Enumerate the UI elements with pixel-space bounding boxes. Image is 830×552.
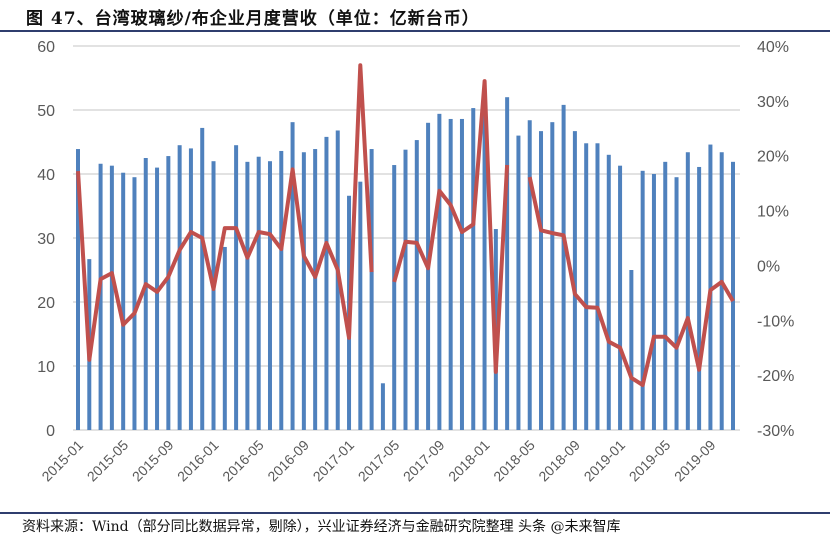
x-tick-label: 2016-01 <box>174 437 222 485</box>
revenue-bar <box>595 143 600 430</box>
revenue-bar <box>392 165 397 431</box>
revenue-bar <box>674 177 679 430</box>
revenue-bar <box>132 177 137 430</box>
y2-tick-label: 30% <box>757 94 789 111</box>
revenue-bar <box>301 152 306 431</box>
revenue-chart: 0 10 20 30 40 50 60 -30% -20% -10% 0% 10% 20% 30% 40%… <box>37 39 794 485</box>
revenue-bar <box>143 158 148 430</box>
y-tick-label: 40 <box>37 167 55 184</box>
revenue-bar <box>606 154 611 431</box>
revenue-bar <box>414 140 419 430</box>
revenue-bar <box>448 118 453 431</box>
revenue-bar <box>618 165 623 430</box>
revenue-bar <box>629 270 634 430</box>
revenue-bar <box>482 110 487 430</box>
y-tick-label: 20 <box>37 295 55 312</box>
revenue-bar <box>505 97 510 430</box>
x-tick-label: 2015-01 <box>38 437 86 485</box>
revenue-bar <box>550 122 555 430</box>
revenue-bar <box>222 246 227 430</box>
revenue-bar <box>651 174 656 430</box>
yoy-line-segment <box>392 79 510 374</box>
revenue-bar <box>719 152 724 431</box>
source-note: 资料来源：Wind（部分同比数据异常，剔除），兴业证券经济与金融研究院整理 头条… <box>22 519 621 535</box>
x-tick-label: 2017-05 <box>355 437 403 485</box>
x-tick-label: 2019-09 <box>671 437 719 485</box>
revenue-bar <box>234 145 239 430</box>
source-divider <box>0 512 830 514</box>
x-tick-label: 2018-01 <box>445 437 493 485</box>
revenue-bar <box>584 143 589 430</box>
x-tick-label: 2017-09 <box>400 437 448 485</box>
revenue-bar <box>471 108 476 430</box>
revenue-bar <box>188 148 193 430</box>
revenue-bar <box>685 152 690 431</box>
y2-tick-label: -10% <box>757 313 794 330</box>
x-tick-label: 2018-05 <box>490 437 538 485</box>
revenue-bar <box>516 135 521 430</box>
revenue-bar <box>177 145 182 430</box>
x-tick-label: 2016-09 <box>264 437 312 485</box>
revenue-bar <box>561 104 566 430</box>
right-y-axis: -30% -20% -10% 0% 10% 20% 30% 40% <box>757 39 794 440</box>
x-tick-label: 2019-05 <box>626 437 674 485</box>
y-tick-label: 50 <box>37 103 55 120</box>
revenue-bar <box>663 161 668 430</box>
revenue-bar <box>539 131 544 430</box>
revenue-bar <box>459 118 464 431</box>
yoy-line-segment <box>76 63 374 362</box>
left-y-axis: 0 10 20 30 40 50 60 <box>37 39 55 440</box>
x-tick-label: 2015-09 <box>129 437 177 485</box>
x-tick-label: 2018-09 <box>535 437 583 485</box>
revenue-bar <box>76 149 80 431</box>
revenue-bar <box>166 156 171 430</box>
revenue-bar <box>245 161 250 430</box>
yoy-line-segment <box>527 176 735 387</box>
revenue-bar <box>697 166 702 430</box>
y-tick-label: 60 <box>37 39 55 56</box>
y2-tick-label: 0% <box>757 258 780 275</box>
revenue-bar <box>369 149 374 431</box>
y-tick-label: 30 <box>37 231 55 248</box>
revenue-bars <box>76 97 735 431</box>
y2-tick-label: -30% <box>757 423 794 440</box>
revenue-bar <box>155 167 160 430</box>
revenue-bar <box>437 113 442 430</box>
revenue-bar <box>313 149 318 431</box>
y-tick-label: 0 <box>46 423 55 440</box>
y-tick-label: 10 <box>37 359 55 376</box>
revenue-bar <box>267 161 272 430</box>
revenue-bar <box>708 144 713 430</box>
revenue-bar <box>731 161 735 430</box>
revenue-bar <box>290 122 295 430</box>
y2-tick-label: 40% <box>757 39 789 56</box>
x-tick-label: 2015-05 <box>84 437 132 485</box>
y2-tick-label: 10% <box>757 204 789 221</box>
revenue-bar <box>358 181 363 430</box>
revenue-bar <box>380 383 385 430</box>
revenue-bar <box>403 149 408 430</box>
y2-tick-label: 20% <box>757 149 789 166</box>
x-tick-label: 2019-01 <box>581 437 629 485</box>
revenue-bar <box>200 127 205 431</box>
revenue-bar <box>324 136 329 430</box>
title-divider <box>0 30 830 32</box>
revenue-bar <box>640 170 645 431</box>
x-axis: 2015-012015-052015-092016-012016-052016-… <box>38 437 718 485</box>
revenue-bar <box>572 131 577 430</box>
x-tick-label: 2016-05 <box>219 437 267 485</box>
chart-title: 图 47、台湾玻璃纱/布企业月度营收（单位：亿新台币） <box>26 9 480 29</box>
revenue-bar <box>98 163 103 430</box>
revenue-bar <box>121 172 126 430</box>
revenue-bar <box>279 150 284 430</box>
revenue-bar <box>109 165 114 430</box>
revenue-bar <box>527 120 532 431</box>
revenue-bar <box>211 161 216 430</box>
y2-tick-label: -20% <box>757 368 794 385</box>
revenue-bar <box>426 122 431 431</box>
yoy-line <box>76 63 735 387</box>
x-tick-label: 2017-01 <box>310 437 358 485</box>
revenue-bar <box>256 156 261 430</box>
